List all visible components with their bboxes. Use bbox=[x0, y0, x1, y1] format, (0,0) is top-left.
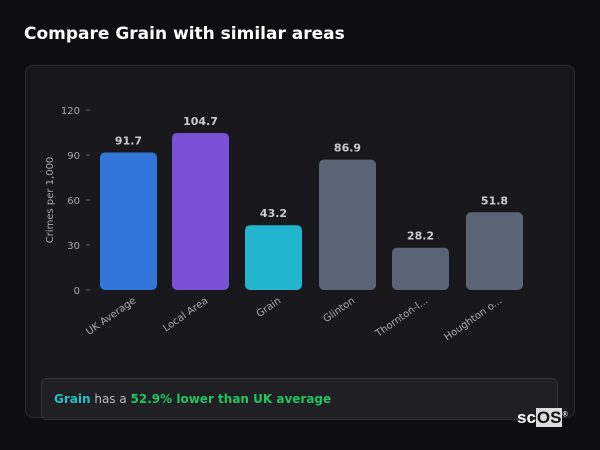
bar-value-label: 43.2 bbox=[260, 207, 287, 220]
bar[interactable] bbox=[172, 132, 229, 290]
bar[interactable] bbox=[245, 225, 302, 290]
bar[interactable] bbox=[100, 152, 157, 290]
y-tick-label: 120 bbox=[61, 106, 80, 117]
y-tick-label: 90 bbox=[67, 151, 80, 162]
summary-comparison: 52.9% lower than UK average bbox=[130, 392, 332, 406]
bar-value-label: 104.7 bbox=[183, 115, 218, 128]
y-tick-label: 0 bbox=[74, 286, 80, 297]
x-tick-label: UK Average bbox=[84, 295, 138, 337]
bar[interactable] bbox=[392, 247, 449, 290]
x-tick-label: Thornton-l... bbox=[373, 295, 430, 340]
bar[interactable] bbox=[466, 212, 523, 290]
bar-value-label: 86.9 bbox=[334, 142, 361, 155]
x-tick-label: Local Area bbox=[161, 295, 210, 334]
x-tick-label: Grain bbox=[255, 295, 284, 320]
bar-value-label: 28.2 bbox=[407, 230, 434, 243]
x-tick-label: Houghton o... bbox=[442, 295, 504, 343]
y-tick-label: 30 bbox=[67, 241, 80, 252]
comparison-summary: Grain has a 52.9% lower than UK average bbox=[41, 378, 558, 420]
bar[interactable] bbox=[319, 159, 376, 290]
scos-logo: scOS® bbox=[517, 408, 568, 427]
summary-text: has a bbox=[90, 392, 131, 406]
y-tick-label: 60 bbox=[67, 196, 80, 207]
page-title: Compare Grain with similar areas bbox=[24, 24, 345, 44]
bar-value-label: 51.8 bbox=[481, 194, 508, 207]
bar-value-label: 91.7 bbox=[115, 134, 142, 147]
x-tick-label: Glinton bbox=[321, 295, 357, 325]
summary-area: Grain bbox=[54, 392, 91, 406]
y-axis-label: Crimes per 1,000 bbox=[45, 157, 56, 244]
